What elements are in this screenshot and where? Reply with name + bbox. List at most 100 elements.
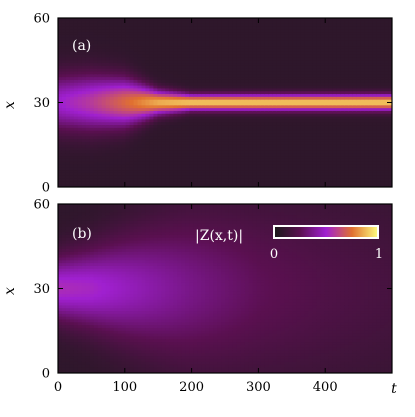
heatmap-cell [169,158,174,163]
heatmap-cell [304,65,310,70]
heatmap-cell [356,65,361,70]
heatmap-cell [61,133,67,137]
heatmap-cell [324,178,329,182]
heatmap-cell [217,60,222,64]
heatmap-cell [77,141,83,146]
heatmap-cell [364,127,369,132]
heatmap-cell [209,91,214,95]
heatmap-cell [244,170,250,174]
heatmap-cell [117,127,123,132]
heatmap-cell [161,122,166,126]
heatmap-cell [137,54,143,59]
heatmap-cell [225,136,230,140]
heatmap-cell [185,133,190,137]
heatmap-cell [260,79,266,84]
heatmap-cell [344,32,349,36]
heatmap-cell [380,144,385,149]
heatmap-cell [332,79,337,84]
heatmap-cell [244,20,250,25]
heatmap-cell [232,63,238,67]
heatmap-cell [300,184,306,187]
heatmap-cell [109,57,115,61]
heatmap-cell [101,127,107,132]
heatmap-cell [213,85,218,90]
heatmap-cell [252,175,258,180]
heatmap-cell [380,116,385,120]
heatmap-cell [304,113,310,118]
heatmap-cell [137,178,143,182]
heatmap-cell [93,29,99,33]
heatmap-cell [153,130,159,135]
heatmap-cell [276,77,282,81]
heatmap-cell [109,29,115,33]
heatmap-cell [336,96,341,101]
heatmap-cell [161,172,166,177]
heatmap-cell [308,105,314,109]
heatmap-cell [308,18,314,22]
heatmap-cell [209,153,214,157]
heatmap-cell [129,164,135,168]
heatmap-cell [340,54,345,59]
heatmap-cell [240,60,246,64]
heatmap-cell [157,40,162,44]
heatmap-cell [380,40,385,44]
heatmap-cell [113,37,119,42]
heatmap-cell [89,153,95,157]
heatmap-cell [117,71,123,75]
heatmap-cell [157,48,162,53]
heatmap-cell [149,122,155,126]
heatmap-cell [260,85,266,90]
heatmap-cell [308,175,314,180]
heatmap-cell [89,158,95,163]
heatmap-cell [304,122,310,126]
heatmap-cell [85,37,91,42]
heatmap-cell [380,150,385,154]
heatmap-cell [348,77,353,81]
heatmap-cell [145,133,151,137]
heatmap-cell [205,20,210,25]
heatmap-cell [376,156,381,160]
heatmap-cell [101,46,107,50]
heatmap-cell [384,99,389,104]
heatmap-cell [296,139,302,143]
heatmap-cell [384,122,389,126]
heatmap-cell [81,139,87,143]
heatmap-cell [376,127,381,132]
heatmap-cell [201,181,206,185]
heatmap-cell [89,175,95,180]
heatmap-cell [248,116,254,120]
heatmap-cell [336,127,341,132]
heatmap-cell [276,127,282,132]
heatmap-cell [89,133,95,137]
heatmap-cell [340,85,345,90]
heatmap-cell [252,71,258,75]
heatmap-cell [217,23,222,28]
heatmap-cell [221,60,226,64]
heatmap-cell [296,32,302,36]
heatmap-cell [384,113,389,118]
heatmap-cell [81,71,87,75]
heatmap-cell [109,127,115,132]
heatmap-cell [300,119,306,123]
heatmap-cell [193,54,198,59]
heatmap-cell [284,48,290,53]
heatmap-cell [272,181,278,185]
heatmap-cell [308,116,314,120]
heatmap-cell [344,96,349,101]
heatmap-cell [388,20,392,25]
heatmap-cell [169,99,174,104]
heatmap-cell [169,105,174,109]
heatmap-cell [348,20,353,25]
heatmap-cell [105,161,111,166]
heatmap-cell [189,68,194,73]
heatmap-cell [81,91,87,95]
heatmap-cell [221,122,226,126]
heatmap-cell [161,26,166,30]
heatmap-cell [320,94,326,98]
heatmap-cell [77,60,83,64]
heatmap-cell [157,181,162,185]
heatmap-cell [58,130,63,135]
heatmap-cell [173,178,178,182]
heatmap-cell [352,108,357,112]
heatmap-cell [388,60,392,64]
